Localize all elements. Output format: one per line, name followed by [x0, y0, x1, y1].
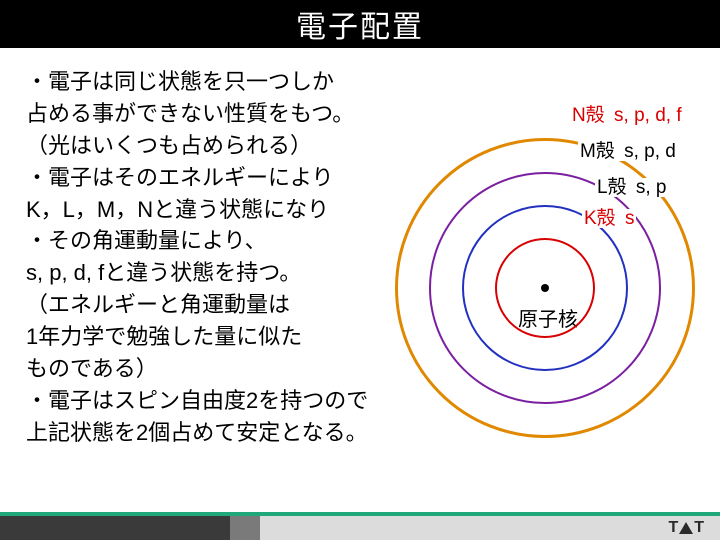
footer-light-segment: TT — [260, 516, 720, 540]
logo-triangle-icon — [679, 522, 693, 534]
footer-dark-segment — [0, 516, 230, 540]
content-area: 原子核 K殻 sL殻 s, pM殻 s, p, dN殻 s, p, d, f ・… — [0, 48, 720, 512]
title-bar: 電子配置 — [0, 0, 720, 48]
footer-mid-segment — [230, 516, 260, 540]
slide-title: 電子配置 — [296, 2, 424, 46]
logo-letter-left: T — [668, 519, 678, 537]
logo: TT — [668, 519, 704, 537]
logo-letter-right: T — [694, 519, 704, 537]
body-text: ・電子は同じ状態を只一つしか 占める事ができない性質をもつ。 （光はいくつも占め… — [26, 66, 702, 449]
footer-stripe: TT — [0, 516, 720, 540]
footer: TT — [0, 512, 720, 540]
